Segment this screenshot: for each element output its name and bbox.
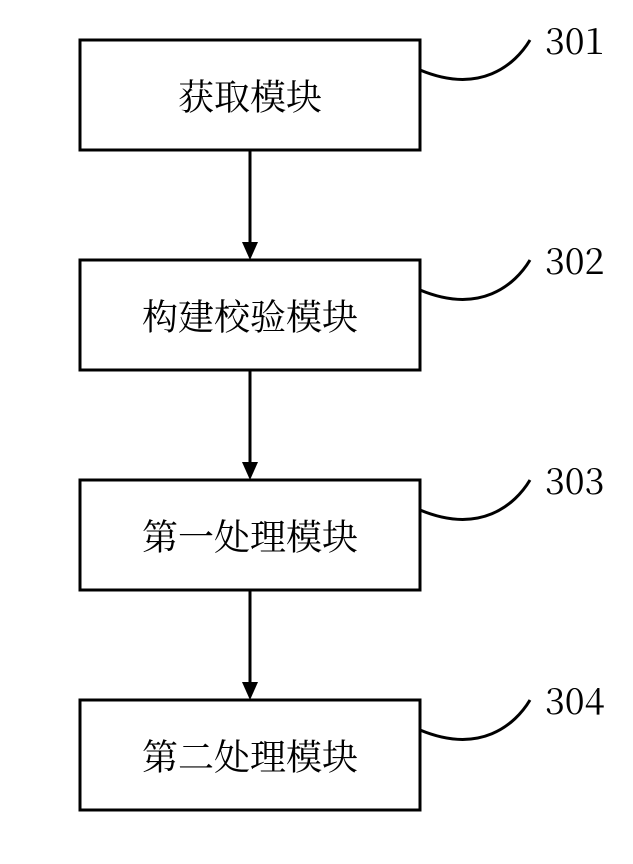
ref-label: 303 — [545, 454, 604, 505]
flow-arrow — [242, 370, 258, 480]
flow-node-n2: 构建校验模块 302 — [80, 234, 604, 370]
node-label: 构建校验模块 — [142, 290, 358, 341]
ref-connector — [420, 40, 530, 79]
flowchart: 获取模块 301 构建校验模块 302 第一处理模块 303 第二处理模块 304 — [0, 0, 633, 864]
ref-label: 302 — [545, 234, 604, 285]
flow-node-n3: 第一处理模块 303 — [80, 454, 604, 590]
ref-connector — [420, 260, 530, 299]
node-label: 获取模块 — [178, 70, 322, 121]
flow-arrow — [242, 590, 258, 700]
flow-node-n4: 第二处理模块 304 — [80, 674, 605, 810]
ref-label: 301 — [545, 14, 604, 65]
node-label: 第一处理模块 — [142, 510, 358, 561]
ref-label: 304 — [545, 674, 605, 725]
flow-node-n1: 获取模块 301 — [80, 14, 604, 150]
ref-connector — [420, 700, 530, 739]
ref-connector — [420, 480, 530, 519]
node-label: 第二处理模块 — [142, 730, 358, 781]
flow-arrow — [242, 150, 258, 260]
